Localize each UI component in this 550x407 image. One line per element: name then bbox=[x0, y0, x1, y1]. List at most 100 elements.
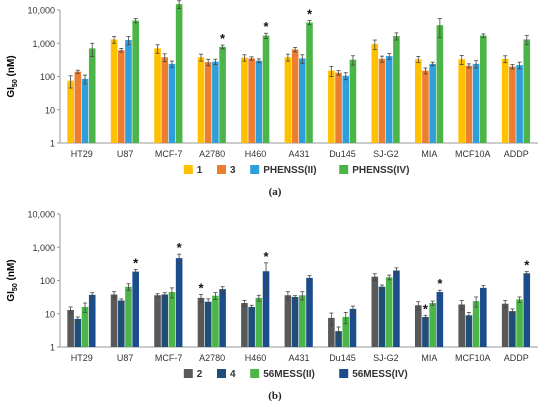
chart-b-legend-label: 56MESS(II) bbox=[263, 369, 315, 380]
chart-a-bar bbox=[204, 62, 212, 144]
chart-a-bar bbox=[262, 35, 270, 144]
chart-a-bar bbox=[393, 36, 400, 143]
chart-a-bar bbox=[328, 70, 335, 143]
chart-a-x-tick-label: U87 bbox=[117, 149, 134, 159]
chart-b-significance-marker: * bbox=[133, 255, 139, 270]
chart-b-x-tick-label: MIA bbox=[421, 353, 437, 363]
chart-a-bar bbox=[154, 48, 161, 143]
chart-b-significance-marker: * bbox=[524, 258, 530, 273]
chart-b-x-tick-label: U87 bbox=[117, 353, 134, 363]
chart-b-bar bbox=[110, 294, 118, 347]
chart-b-legend-label: 56MESS(IV) bbox=[352, 369, 408, 380]
chart-a-bar bbox=[422, 70, 429, 143]
chart-a-legend-swatch bbox=[339, 165, 349, 174]
chart-b-bar bbox=[248, 306, 255, 347]
chart-b-bar bbox=[342, 316, 350, 347]
chart-b-bar bbox=[197, 297, 205, 347]
chart-b-bar bbox=[523, 273, 531, 347]
chart-b-x-tick-label: H460 bbox=[245, 353, 267, 363]
chart-b-bar bbox=[204, 301, 212, 347]
chart-a-x-tick-label: A2780 bbox=[199, 149, 225, 159]
chart-b-legend-swatch bbox=[183, 369, 193, 378]
chart-b-x-tick-label: MCF10A bbox=[455, 353, 491, 363]
chart-a-bar bbox=[472, 63, 480, 144]
chart-b-bar bbox=[241, 303, 248, 347]
chart-a-bar bbox=[125, 40, 132, 143]
chart-b-bar bbox=[299, 295, 306, 347]
chart-b-bar bbox=[335, 331, 342, 347]
chart-a-bar bbox=[219, 46, 226, 143]
chart-a-bar bbox=[168, 63, 176, 144]
chart-b-legend-swatch bbox=[217, 369, 226, 378]
chart-b-significance-marker: * bbox=[437, 276, 443, 291]
chart-b-bar bbox=[349, 308, 357, 347]
chart-b-x-tick-label: A2780 bbox=[199, 353, 225, 363]
chart-a-bar bbox=[349, 59, 357, 143]
chart-b-bar bbox=[306, 277, 313, 347]
chart-a-y-tick-label: 10,000 bbox=[27, 6, 55, 16]
chart-a-x-tick-label: ADDP bbox=[504, 149, 529, 159]
chart-b-bar bbox=[132, 271, 139, 347]
chart-a-significance-marker: * bbox=[177, 0, 183, 2]
chart-panel-a: GI50 (nM) 1 10 100 1,000 10,000 HT29 U87 MCF-7 A2… bbox=[6, 0, 538, 198]
chart-b-y-tick-label: 10,000 bbox=[27, 210, 55, 220]
chart-b-svg: GI50 (nM) 1 10 100 1,000 10,000 HT29 U87 MCF-7 A2… bbox=[6, 210, 538, 380]
chart-a-bar bbox=[335, 72, 342, 143]
chart-panel-b: GI50 (nM) 1 10 100 1,000 10,000 HT29 U87 MCF-7 A2… bbox=[0, 204, 550, 407]
chart-a-bar bbox=[81, 78, 89, 143]
chart-a-bar bbox=[212, 61, 219, 143]
chart-a-bar bbox=[248, 58, 255, 143]
chart-a-bar bbox=[132, 20, 139, 144]
chart-a-bar bbox=[458, 59, 466, 143]
chart-a-bar bbox=[306, 22, 313, 143]
chart-a-bar bbox=[241, 57, 248, 143]
chart-a-bar bbox=[161, 57, 169, 143]
chart-b-bar bbox=[414, 305, 422, 347]
chart-a-bar bbox=[67, 80, 74, 143]
chart-b-bar bbox=[385, 277, 393, 347]
chart-a-bar bbox=[436, 25, 444, 143]
chart-b-bar bbox=[429, 303, 436, 347]
chart-b-x-tick-label: Du145 bbox=[329, 353, 356, 363]
chart-b-bar bbox=[175, 258, 183, 347]
chart-b-bar bbox=[458, 304, 466, 347]
chart-a-bar bbox=[175, 4, 183, 144]
chart-a-bar bbox=[299, 58, 306, 143]
chart-b-legend-label: 2 bbox=[197, 369, 203, 380]
chart-b-x-tick-label: HT29 bbox=[71, 353, 93, 363]
chart-b-bar bbox=[436, 292, 444, 347]
chart-a-significance-marker: * bbox=[220, 31, 226, 46]
chart-b-legend-label: 4 bbox=[230, 369, 236, 380]
chart-a-bar bbox=[414, 59, 422, 143]
chart-a-bar bbox=[516, 65, 523, 143]
chart-a-bar bbox=[117, 50, 125, 143]
chart-a-legend-swatch bbox=[217, 165, 226, 174]
chart-b-bar bbox=[328, 317, 335, 347]
chart-b-bar bbox=[480, 287, 487, 347]
chart-a-legend-label: 3 bbox=[230, 165, 236, 176]
chart-b-bar bbox=[371, 276, 379, 347]
chart-b-bar bbox=[516, 299, 523, 347]
chart-b-bar bbox=[422, 316, 429, 347]
chart-b-x-tick-label: SJ-G2 bbox=[373, 353, 399, 363]
chart-a-y-tick-label: 10 bbox=[45, 105, 55, 115]
chart-a-bar bbox=[291, 49, 299, 144]
chart-a-significance-marker: * bbox=[264, 19, 270, 34]
chart-a-bar bbox=[509, 66, 516, 143]
chart-b-y-tick-label: 1,000 bbox=[32, 243, 55, 253]
chart-b-bar bbox=[168, 292, 176, 347]
chart-b-bar bbox=[219, 289, 226, 347]
chart-a-y-tick-label: 1,000 bbox=[32, 39, 55, 49]
panel-b-label: (b) bbox=[268, 390, 282, 402]
chart-a-bar bbox=[501, 58, 509, 144]
chart-a-legend-label: 1 bbox=[197, 165, 203, 176]
chart-a-bar bbox=[378, 58, 386, 144]
chart-a-svg: GI50 (nM) 1 10 100 1,000 10,000 HT29 U87 MCF-7 A2… bbox=[6, 0, 538, 176]
chart-a-legend-label: PHENSS(IV) bbox=[352, 165, 409, 176]
chart-b-x-tick-label: ADDP bbox=[504, 353, 529, 363]
chart-b-bar bbox=[284, 295, 292, 347]
chart-b-x-tick-label: A431 bbox=[288, 353, 309, 363]
chart-b-bar bbox=[255, 297, 263, 347]
chart-a-x-tick-label: MIA bbox=[421, 149, 437, 159]
chart-b-bar bbox=[74, 318, 82, 347]
